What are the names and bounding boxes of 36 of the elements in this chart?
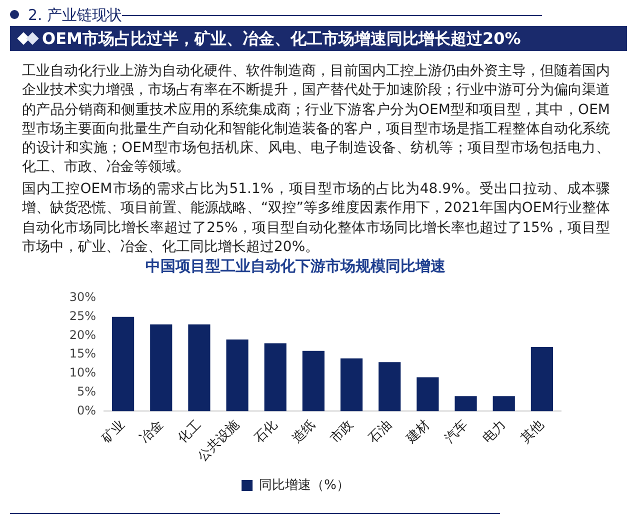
x-tick-label: 其他 bbox=[518, 417, 548, 446]
bar bbox=[340, 358, 363, 412]
y-tick-label: 20% bbox=[69, 328, 96, 342]
x-tick-label: 冶金 bbox=[137, 417, 166, 446]
bar bbox=[226, 340, 248, 412]
x-tick-label: 化工 bbox=[175, 417, 204, 446]
x-tick-label: 石油 bbox=[366, 417, 395, 446]
chart-title: 中国项目型工业自动化下游市场规模同比增速 bbox=[146, 256, 446, 275]
x-tick-label: 建材 bbox=[403, 417, 433, 448]
bar bbox=[454, 396, 477, 412]
legend-label: 同比增速（%） bbox=[259, 478, 350, 493]
x-tick-label: 造纸 bbox=[290, 417, 319, 446]
bar bbox=[112, 316, 134, 412]
bar bbox=[264, 343, 286, 412]
y-tick-label: 30% bbox=[69, 290, 96, 304]
y-tick-label: 5% bbox=[76, 384, 96, 398]
bar bbox=[302, 350, 325, 412]
text: OEM市场占比过半，矿业、冶金、化工市场增速同比增长超过20% bbox=[42, 28, 521, 49]
bar bbox=[378, 362, 401, 412]
y-tick-label: 0% bbox=[76, 403, 96, 418]
y-tick-label: 10% bbox=[69, 366, 96, 380]
text: 国内工控OEM市场的需求占比为51.1%，项目型市场的占比为48.9%。受出口拉动、成本骤增、缺货恐慌、项目前置、能源战略、“双控”等多维度因素作用下，2021年国内OEM行业整体自动化市场同比增长率超过了25%，项目型自动化整体市场同比增长率也超过了15%，项目型市场中，矿业、冶金、化工同比增长超过20%。 bbox=[22, 180, 610, 257]
y-tick-label: 15% bbox=[69, 346, 96, 361]
x-tick-label: 电力 bbox=[480, 417, 510, 446]
x-tick-label: 石化 bbox=[252, 417, 281, 446]
bar bbox=[150, 324, 172, 412]
y-tick-label: 25% bbox=[69, 308, 96, 323]
bar bbox=[530, 347, 554, 412]
x-tick-label: 矿业 bbox=[98, 417, 128, 448]
text: 2. 产业链现状 bbox=[28, 5, 122, 25]
text: 工业自动化行业上游为自动化硬件、软件制造商，目前国内工控上游仍由外资主导，但随着国内企业技术实力增强，市场占有率在不断提升，国产替代处于加速阶段；行业中游可分为偏向渠道的产品分销商和侧重技术应用的系统集成商；行业下游客户分为OEM型和项目型，其中，OEM型市场主要面向批量生产自动化和智能化制造装备的客户，项目型市场是指工程整体自动化系统的设计和实施；OEM型市场包括机床、风电、电子制造设备、纺机等；项目型市场包括电力、化工、市政、冶金等领域。 bbox=[22, 62, 610, 178]
x-tick-label: 市政 bbox=[328, 417, 357, 446]
x-tick-label: 汽车 bbox=[442, 417, 472, 446]
bar bbox=[188, 324, 210, 412]
bar bbox=[416, 377, 439, 412]
bar bbox=[492, 396, 515, 412]
